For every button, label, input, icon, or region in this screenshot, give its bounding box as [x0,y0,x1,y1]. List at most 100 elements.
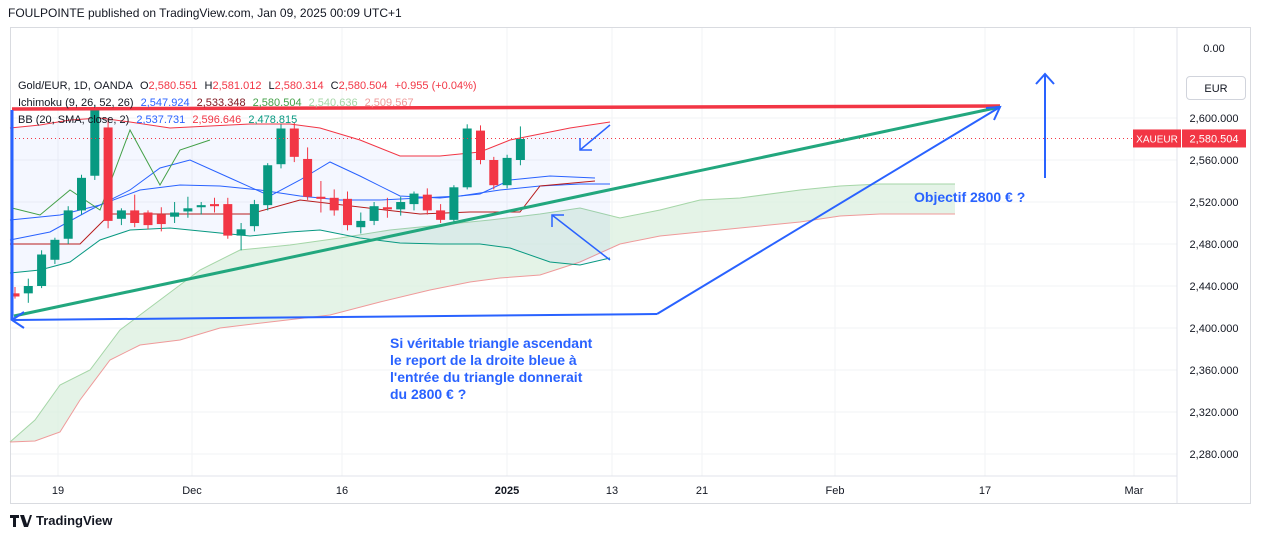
candle-body [156,214,166,225]
candle-body [196,205,206,208]
time-axis: 19 Dec 16 2025 13 21 Feb 17 Mar [11,475,1177,497]
bb-basis: 2,537.731 [136,114,186,126]
legend-symbol: Gold/EUR, 1D, OANDA [18,80,133,92]
candle-body [409,193,419,205]
candle-body [436,210,446,220]
candle-body [183,208,193,212]
x-tick-label: Mar [1125,485,1144,497]
projection-line [13,313,658,321]
x-tick-label: 16 [336,485,348,497]
candle-body [316,196,326,199]
candle-body [489,160,499,186]
candle-body [249,204,259,227]
y-tick-label: 2,520.000 [1190,197,1239,209]
legend-bb[interactable]: BB (20, SMA, close, 2) 2,537.731 2,596.6… [18,114,301,126]
candle-body [10,293,20,297]
tradingview-logo[interactable]: TradingView [10,513,112,528]
candle-body [289,128,299,157]
candle-body [37,254,47,286]
ichimoku-lead1: 2,540.636 [308,97,358,109]
candle-body [356,220,366,228]
candle-body [502,157,512,186]
ichimoku-label: Ichimoku (9, 26, 52, 26) [18,97,134,109]
pointer-arrow [579,124,611,151]
legend-change: +0.955 (+0.04%) [394,80,477,92]
candle-body [476,130,485,160]
tradingview-logo-icon [10,514,32,527]
note-line: l'entrée du triangle donnerait [390,369,583,385]
ichimoku-base-line [10,180,596,245]
note-line: Si véritable triangle ascendant [390,335,593,351]
note-line: du 2800 € ? [390,386,467,402]
y-tick-label: 2,360.000 [1190,365,1239,377]
candle-body [422,194,432,211]
candle-body [343,198,352,226]
candle-body [276,128,286,165]
x-tick-label: 13 [606,485,618,497]
target-arrowhead [1035,72,1055,85]
currency-button[interactable]: EUR [1186,76,1246,100]
y-tick-label: 2,560.000 [1190,155,1239,167]
support-line [13,105,1001,318]
projection-diagonal [656,106,1001,315]
target-annotation: Objectif 2800 € ? [914,189,1026,205]
x-tick-label: 19 [52,485,64,497]
symbol-tag-label: XAUEUR [1136,134,1178,145]
y-tick-label: 2,320.000 [1190,407,1239,419]
legend-open: 2,580.551 [148,80,198,92]
x-tick-label: 21 [696,485,708,497]
candle-body [116,210,126,219]
candle-body [382,207,392,210]
projection-diagonal-arrowhead [985,105,1002,121]
candle-body [449,187,459,220]
resistance-line [11,104,1001,111]
bb-lower: 2,478.815 [248,114,298,126]
candle-body [210,204,219,207]
candle-body [369,206,379,221]
brand-name: TradingView [36,513,113,528]
ichimoku-lines [9,128,596,245]
candle-body [396,202,406,210]
candle-body [236,229,246,236]
ichimoku-conversion: 2,547.924 [140,97,190,109]
candle-body [223,204,233,236]
candle-body [50,239,60,260]
y-tick-label: 2,280.000 [1190,449,1239,461]
candle-body [63,210,73,239]
drawings [10,72,1177,329]
ichimoku-base: 2,533.348 [196,97,246,109]
price-tag [1182,129,1246,148]
pointer-arrow [551,214,611,261]
candles [10,105,525,303]
pointer-arrowhead [579,138,592,151]
candle-body [462,128,472,188]
x-tick-label: 2025 [495,485,519,497]
candle-body [130,210,140,223]
cloud-lead2 [9,213,955,443]
x-tick-label: Feb [826,485,845,497]
bb-lower-line [9,227,611,274]
candle-body [77,177,86,211]
legend-close: 2,580.504 [338,80,388,92]
y-tick-label: 2,600.000 [1190,113,1239,125]
cloud-fill [10,184,955,442]
triangle-note: Si véritable triangle ascendant le repor… [390,335,592,403]
candle-body [329,197,339,211]
published-header: FOULPOINTE published on TradingView.com,… [8,6,402,20]
price-tag-label: 2,580.504 [1190,133,1239,145]
legend-high: 2,581.012 [212,80,262,92]
bb-upper: 2,596.646 [192,114,242,126]
ichimoku-conversion-line [9,159,596,241]
legend-ichimoku[interactable]: Ichimoku (9, 26, 52, 26) 2,547.924 2,533… [18,97,418,109]
candle-body [23,286,33,294]
ichimoku-lagging-line [11,128,211,216]
price-axis: 0.00 2,600.000 2,560.000 2,520.000 2,480.000… [1133,28,1246,503]
note-line: le report de la droite bleue à [390,352,577,368]
pointer-arrowhead [551,214,564,227]
y-tick-label: 2,400.000 [1190,323,1239,335]
projection-arrowhead [10,311,25,329]
x-tick-label: 17 [979,485,991,497]
candle-body [515,139,525,160]
candle-body [143,212,153,226]
